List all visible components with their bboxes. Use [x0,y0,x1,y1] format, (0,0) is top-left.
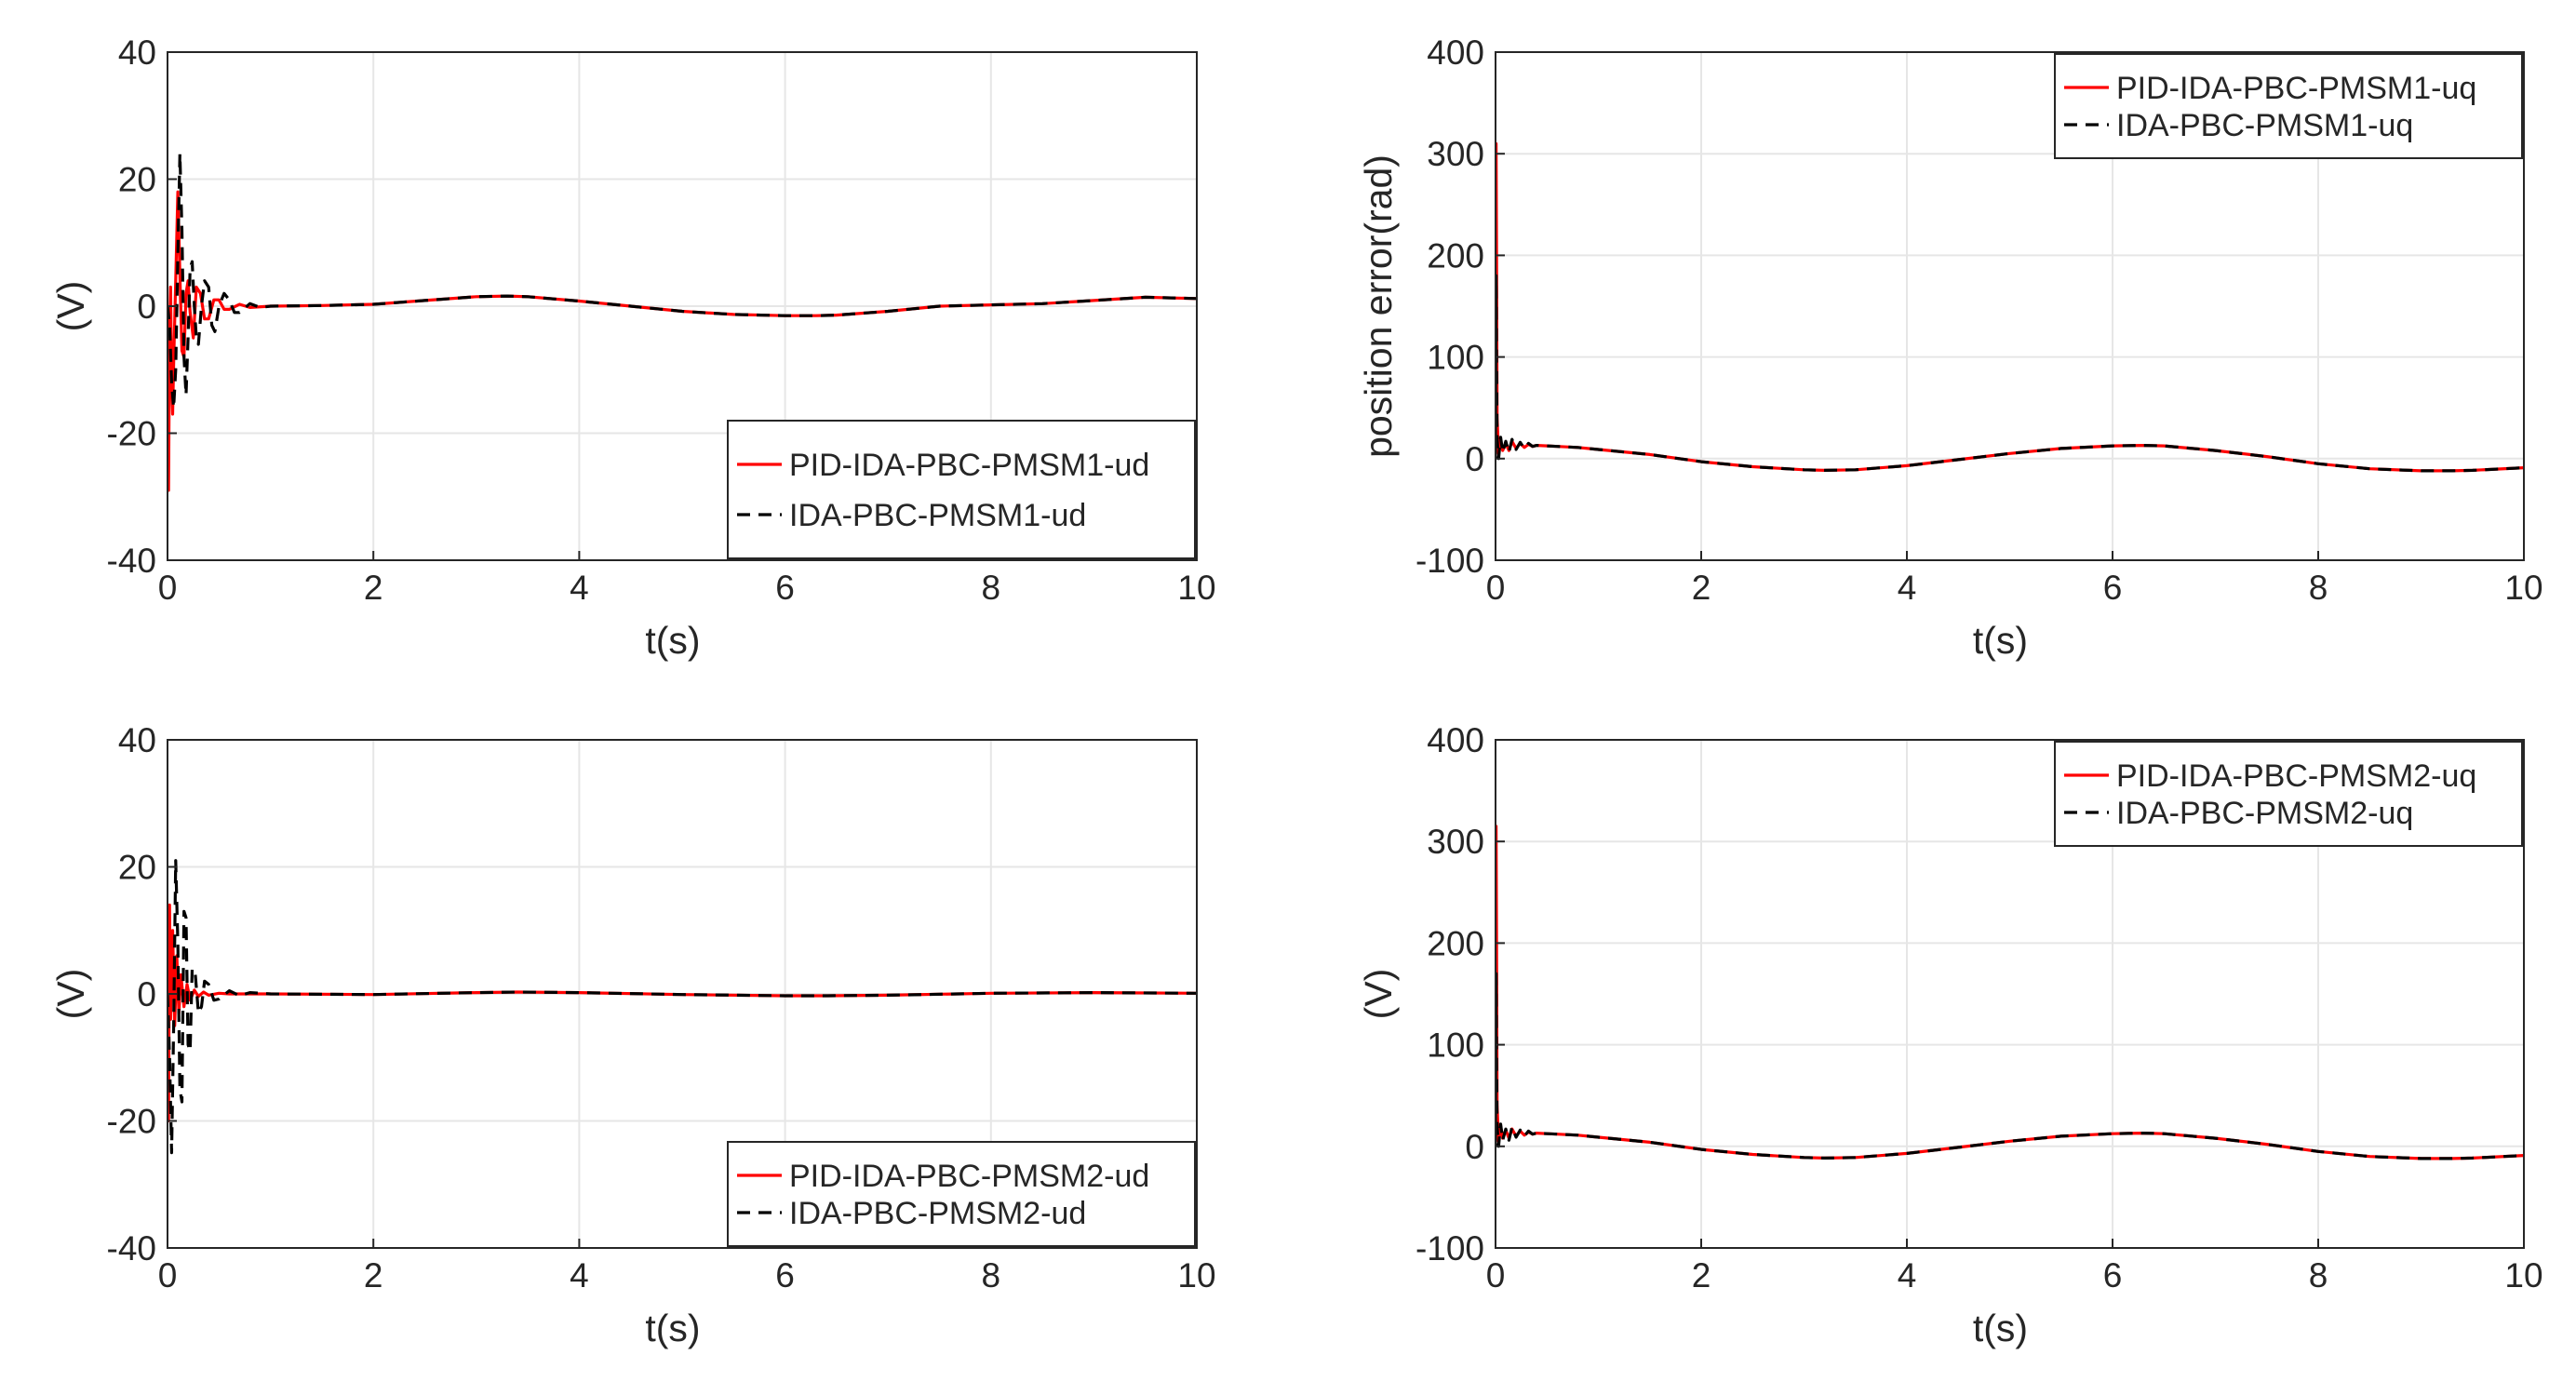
x-tick-label: 10 [2504,569,2542,607]
x-tick-label: 4 [1898,569,1917,607]
y-tick-label: 100 [1427,1026,1484,1065]
legend: PID-IDA-PBC-PMSM1-ud IDA-PBC-PMSM1-ud [727,420,1196,559]
y-tick-label: -20 [107,1103,156,1141]
y-tick-label: -40 [107,1229,156,1268]
series-line-2 [1496,972,2524,1160]
legend-label-1: PID-IDA-PBC-PMSM1-uq [2116,71,2476,106]
x-tick-label: 10 [1177,569,1215,607]
y-tick-label: 400 [1427,721,1484,759]
x-tick-label: 4 [1898,1256,1917,1294]
y-tick-label: 300 [1427,135,1484,173]
x-tick-label: 10 [1177,1256,1215,1294]
x-axis-label: t(s) [1973,619,2028,662]
y-tick-label: 100 [1427,339,1484,377]
y-tick-label: -20 [107,415,156,453]
x-tick-label: 6 [775,1256,795,1294]
series-line-2 [168,859,1197,1155]
x-tick-label: 0 [158,1256,178,1294]
x-tick-label: 6 [775,569,795,607]
x-tick-label: 2 [364,569,383,607]
y-tick-label: 200 [1427,924,1484,962]
y-tick-label: 0 [1465,1128,1484,1166]
y-tick-label: 0 [1465,440,1484,478]
x-axis-label: t(s) [645,1307,700,1349]
legend-box [727,1141,1196,1247]
x-tick-label: 8 [2309,569,2328,607]
subplot-1: 0 2 4 6 8 10 -40 -20 0 20 40 t(s) (V) PID-IDA-PBC-PMS… [49,34,1216,662]
y-tick-label: 40 [118,34,156,72]
y-axis-label: position error(rad) [1357,154,1400,458]
legend-label-1: PID-IDA-PBC-PMSM2-ud [789,1159,1149,1194]
y-tick-label: 0 [137,975,156,1013]
legend-box [727,420,1196,559]
y-tick-label: 200 [1427,236,1484,275]
y-tick-label: 0 [137,288,156,326]
y-tick-label: -40 [107,542,156,580]
subplot-3: 0 2 4 6 8 10 -40 -20 0 20 40 t(s) (V) PID-IDA-PBC-PMS… [49,721,1216,1349]
x-tick-label: 4 [570,569,589,607]
series-line-2 [168,152,1197,409]
legend-label-1: PID-IDA-PBC-PMSM2-uq [2116,758,2476,794]
x-tick-label: 8 [982,569,1001,607]
x-tick-label: 10 [2504,1256,2542,1294]
legend-box [2054,53,2523,159]
y-axis-label: (V) [49,281,92,332]
x-tick-label: 6 [2103,1256,2123,1294]
x-tick-label: 2 [1692,569,1711,607]
legend-label-2: IDA-PBC-PMSM1-uq [2116,108,2413,143]
legend-label-2: IDA-PBC-PMSM2-uq [2116,796,2413,831]
y-tick-label: 400 [1427,34,1484,72]
y-tick-label: -100 [1415,1229,1484,1268]
y-tick-label: 20 [118,849,156,887]
x-tick-label: 8 [2309,1256,2328,1294]
x-tick-label: 2 [1692,1256,1711,1294]
x-axis-label: t(s) [645,619,700,662]
legend-label-1: PID-IDA-PBC-PMSM1-ud [789,448,1149,483]
y-axis-label: (V) [49,969,92,1020]
x-tick-label: 8 [982,1256,1001,1294]
x-tick-label: 0 [158,569,178,607]
legend-label-2: IDA-PBC-PMSM2-ud [789,1196,1086,1231]
legend-box [2054,741,2523,847]
axes-box [1495,739,2525,1249]
series-line-2 [1496,274,2524,473]
y-tick-label: -100 [1415,542,1484,580]
y-tick-label: 20 [118,161,156,199]
axes-box [1495,51,2525,561]
y-tick-label: 300 [1427,823,1484,861]
x-tick-label: 6 [2103,569,2123,607]
x-tick-label: 2 [364,1256,383,1294]
x-tick-label: 0 [1486,1256,1506,1294]
x-tick-label: 0 [1486,569,1506,607]
x-axis-label: t(s) [1973,1307,2028,1349]
legend-label-2: IDA-PBC-PMSM1-ud [789,498,1086,533]
subplot-4: 0 2 4 6 8 10-1000100200300400t(s)(V)PID-IDA-P… [1357,721,2543,1349]
x-tick-label: 4 [570,1256,589,1294]
y-tick-label: 40 [118,721,156,759]
y-axis-label: (V) [1357,969,1400,1020]
